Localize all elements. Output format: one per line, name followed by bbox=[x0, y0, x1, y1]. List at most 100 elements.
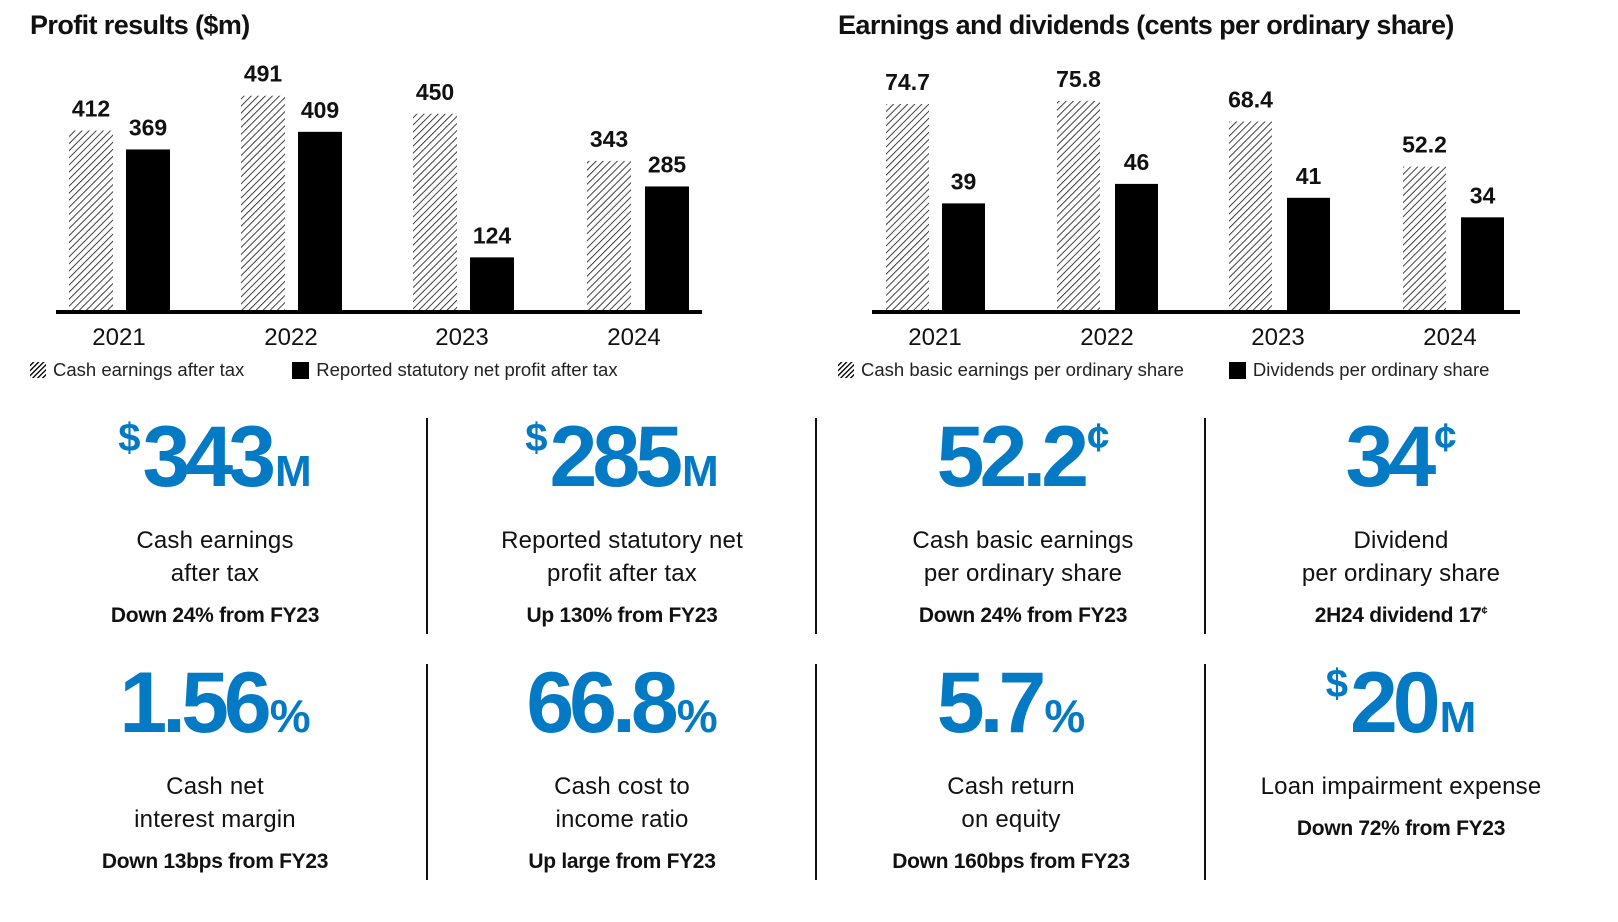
data-label-2021-1: 39 bbox=[951, 168, 977, 194]
profit-results-chart: 412 369 491 409 450 124 343 285 2021 2022 2023 202… bbox=[56, 61, 702, 351]
kpi-change: 2H24 dividend 17¢ bbox=[1314, 604, 1488, 627]
kpi-divider bbox=[815, 664, 817, 880]
kpi-description-line: Cash return bbox=[947, 773, 1075, 800]
x-tick-label-2023: 2023 bbox=[1251, 324, 1304, 351]
kpi-cash-eps: 52.2¢ Cash basic earnings per ordinary sha… bbox=[829, 414, 1217, 628]
data-label-2023-1: 124 bbox=[473, 222, 512, 248]
kpi-unit: ¢ bbox=[1434, 416, 1457, 460]
kpi-change: Down 24% from FY23 bbox=[918, 604, 1128, 627]
legend-item-dps: Dividends per ordinary share bbox=[1228, 359, 1489, 381]
legend-item-statutory-profit: Reported statutory net profit after tax bbox=[292, 359, 618, 381]
kpi-number: 343 bbox=[142, 409, 276, 505]
kpi-change: Down 24% from FY23 bbox=[110, 604, 320, 627]
kpi-unit: % bbox=[269, 690, 311, 742]
solid-bar-2024 bbox=[1461, 217, 1504, 312]
kpi-value: $285M bbox=[428, 414, 816, 504]
legend-label: Cash earnings after tax bbox=[53, 359, 245, 380]
data-label-2021-0: 74.7 bbox=[885, 69, 930, 95]
kpi-value: 34¢ bbox=[1207, 414, 1595, 504]
kpi-cost-income-ratio: 66.8% Cash cost to income ratio Up large fr… bbox=[428, 660, 816, 874]
hatched-swatch-icon bbox=[30, 362, 46, 378]
currency-symbol: $ bbox=[1325, 662, 1348, 706]
kpi-value: $343M bbox=[21, 414, 409, 504]
hatched-bar-2023 bbox=[1229, 121, 1272, 312]
legend-item-cash-earnings: Cash earnings after tax bbox=[30, 359, 244, 381]
kpi-description: Cash net interest margin bbox=[21, 770, 409, 836]
data-label-2024-1: 34 bbox=[1470, 182, 1496, 208]
kpi-value: 52.2¢ bbox=[829, 414, 1217, 504]
kpi-number: 20 bbox=[1349, 655, 1441, 751]
solid-bar-2022 bbox=[298, 131, 342, 312]
kpi-unit: ¢ bbox=[1087, 416, 1110, 460]
kpi-unit: M bbox=[682, 447, 719, 496]
kpi-value: 5.7% bbox=[817, 660, 1205, 750]
kpi-unit: % bbox=[676, 690, 718, 742]
kpi-description-line: Cash earnings bbox=[136, 527, 294, 554]
kpi-description-line: Reported statutory net bbox=[501, 527, 743, 554]
kpi-number: 285 bbox=[549, 409, 683, 505]
earnings-dividends-chart: 74.7 39 75.8 46 68.4 41 52.2 34 2021 2022 2023 202… bbox=[872, 66, 1520, 351]
x-tick-label-2022: 2022 bbox=[1080, 324, 1133, 351]
currency-symbol: $ bbox=[525, 416, 548, 460]
hatched-bar-2021 bbox=[69, 130, 113, 312]
kpi-return-on-equity: 5.7% Cash return on equity Down 160bps from… bbox=[817, 660, 1205, 874]
kpi-value: 1.56% bbox=[21, 660, 409, 750]
kpi-statutory-profit: $285M Reported statutory net profit after … bbox=[428, 414, 816, 628]
data-label-2021-0: 412 bbox=[72, 96, 110, 122]
kpi-description-line: Cash net bbox=[166, 773, 264, 800]
x-axis-line bbox=[56, 310, 702, 314]
data-label-2021-1: 369 bbox=[129, 114, 167, 140]
data-label-2022-0: 491 bbox=[244, 61, 283, 87]
kpi-number: 1.56 bbox=[119, 655, 271, 751]
legend-item-cash-eps: Cash basic earnings per ordinary share bbox=[838, 359, 1184, 381]
hatched-swatch-icon bbox=[838, 362, 854, 378]
kpi-divider bbox=[1204, 664, 1206, 880]
hatched-bar-2022 bbox=[1057, 100, 1100, 312]
kpi-unit: M bbox=[1439, 693, 1477, 742]
x-tick-label-2024: 2024 bbox=[1423, 324, 1476, 351]
data-label-2024-0: 52.2 bbox=[1402, 132, 1447, 158]
kpi-change: Up 130% from FY23 bbox=[526, 604, 718, 627]
kpi-cash-earnings: $343M Cash earnings after tax Down 24% from… bbox=[21, 414, 409, 628]
solid-bar-2024 bbox=[645, 186, 689, 312]
solid-swatch-icon bbox=[1228, 361, 1246, 379]
kpi-description-line: on equity bbox=[961, 806, 1061, 833]
kpi-description-line: interest margin bbox=[134, 806, 296, 833]
kpi-change: Up large from FY23 bbox=[528, 850, 716, 873]
kpi-dividend: 34¢ Dividend per ordinary share 2H24 divide… bbox=[1207, 414, 1595, 628]
hatched-bar-2022 bbox=[241, 95, 285, 312]
solid-bar-2023 bbox=[1287, 197, 1330, 312]
kpi-unit: M bbox=[275, 447, 312, 496]
data-label-2023-0: 450 bbox=[416, 79, 454, 105]
data-label-2024-1: 285 bbox=[648, 151, 687, 177]
kpi-description-line: Cash cost to bbox=[554, 773, 690, 800]
kpi-net-interest-margin: 1.56% Cash net interest margin Down 13bps f… bbox=[21, 660, 409, 874]
kpi-description-line: income ratio bbox=[555, 806, 689, 833]
kpi-value: $20M bbox=[1207, 660, 1595, 750]
x-tick-label-2023: 2023 bbox=[435, 324, 488, 351]
data-label-2023-0: 68.4 bbox=[1228, 87, 1273, 113]
x-tick-label-2024: 2024 bbox=[607, 324, 660, 351]
earnings-chart-title: Earnings and dividends (cents per ordina… bbox=[838, 10, 1454, 40]
kpi-divider bbox=[426, 664, 428, 880]
x-tick-label-2022: 2022 bbox=[264, 324, 317, 351]
solid-bar-2022 bbox=[1115, 183, 1158, 312]
kpi-description-line: per ordinary share bbox=[923, 560, 1123, 587]
kpi-description: Cash earnings after tax bbox=[21, 524, 409, 590]
earnings-chart-legend: Cash basic earnings per ordinary share D… bbox=[838, 359, 1489, 381]
hatched-bar-2021 bbox=[886, 103, 929, 312]
kpi-description-line: Loan impairment expense bbox=[1260, 773, 1542, 800]
kpi-description-line: per ordinary share bbox=[1301, 560, 1501, 587]
kpi-divider bbox=[1204, 418, 1206, 634]
kpi-loan-impairment: $20M Loan impairment expense Down 72% from… bbox=[1207, 660, 1595, 841]
data-label-2022-0: 75.8 bbox=[1056, 66, 1101, 92]
kpi-divider bbox=[815, 418, 817, 634]
profit-chart-title: Profit results ($m) bbox=[30, 10, 250, 40]
data-label-2024-0: 343 bbox=[590, 126, 628, 152]
kpi-description: Dividend per ordinary share bbox=[1207, 524, 1595, 590]
kpi-description: Loan impairment expense bbox=[1207, 770, 1595, 803]
kpi-description-line: Dividend bbox=[1353, 527, 1449, 554]
kpi-change: Down 13bps from FY23 bbox=[101, 850, 329, 873]
hatched-bar-2023 bbox=[413, 113, 457, 313]
hatched-bar-2024 bbox=[1403, 166, 1446, 312]
